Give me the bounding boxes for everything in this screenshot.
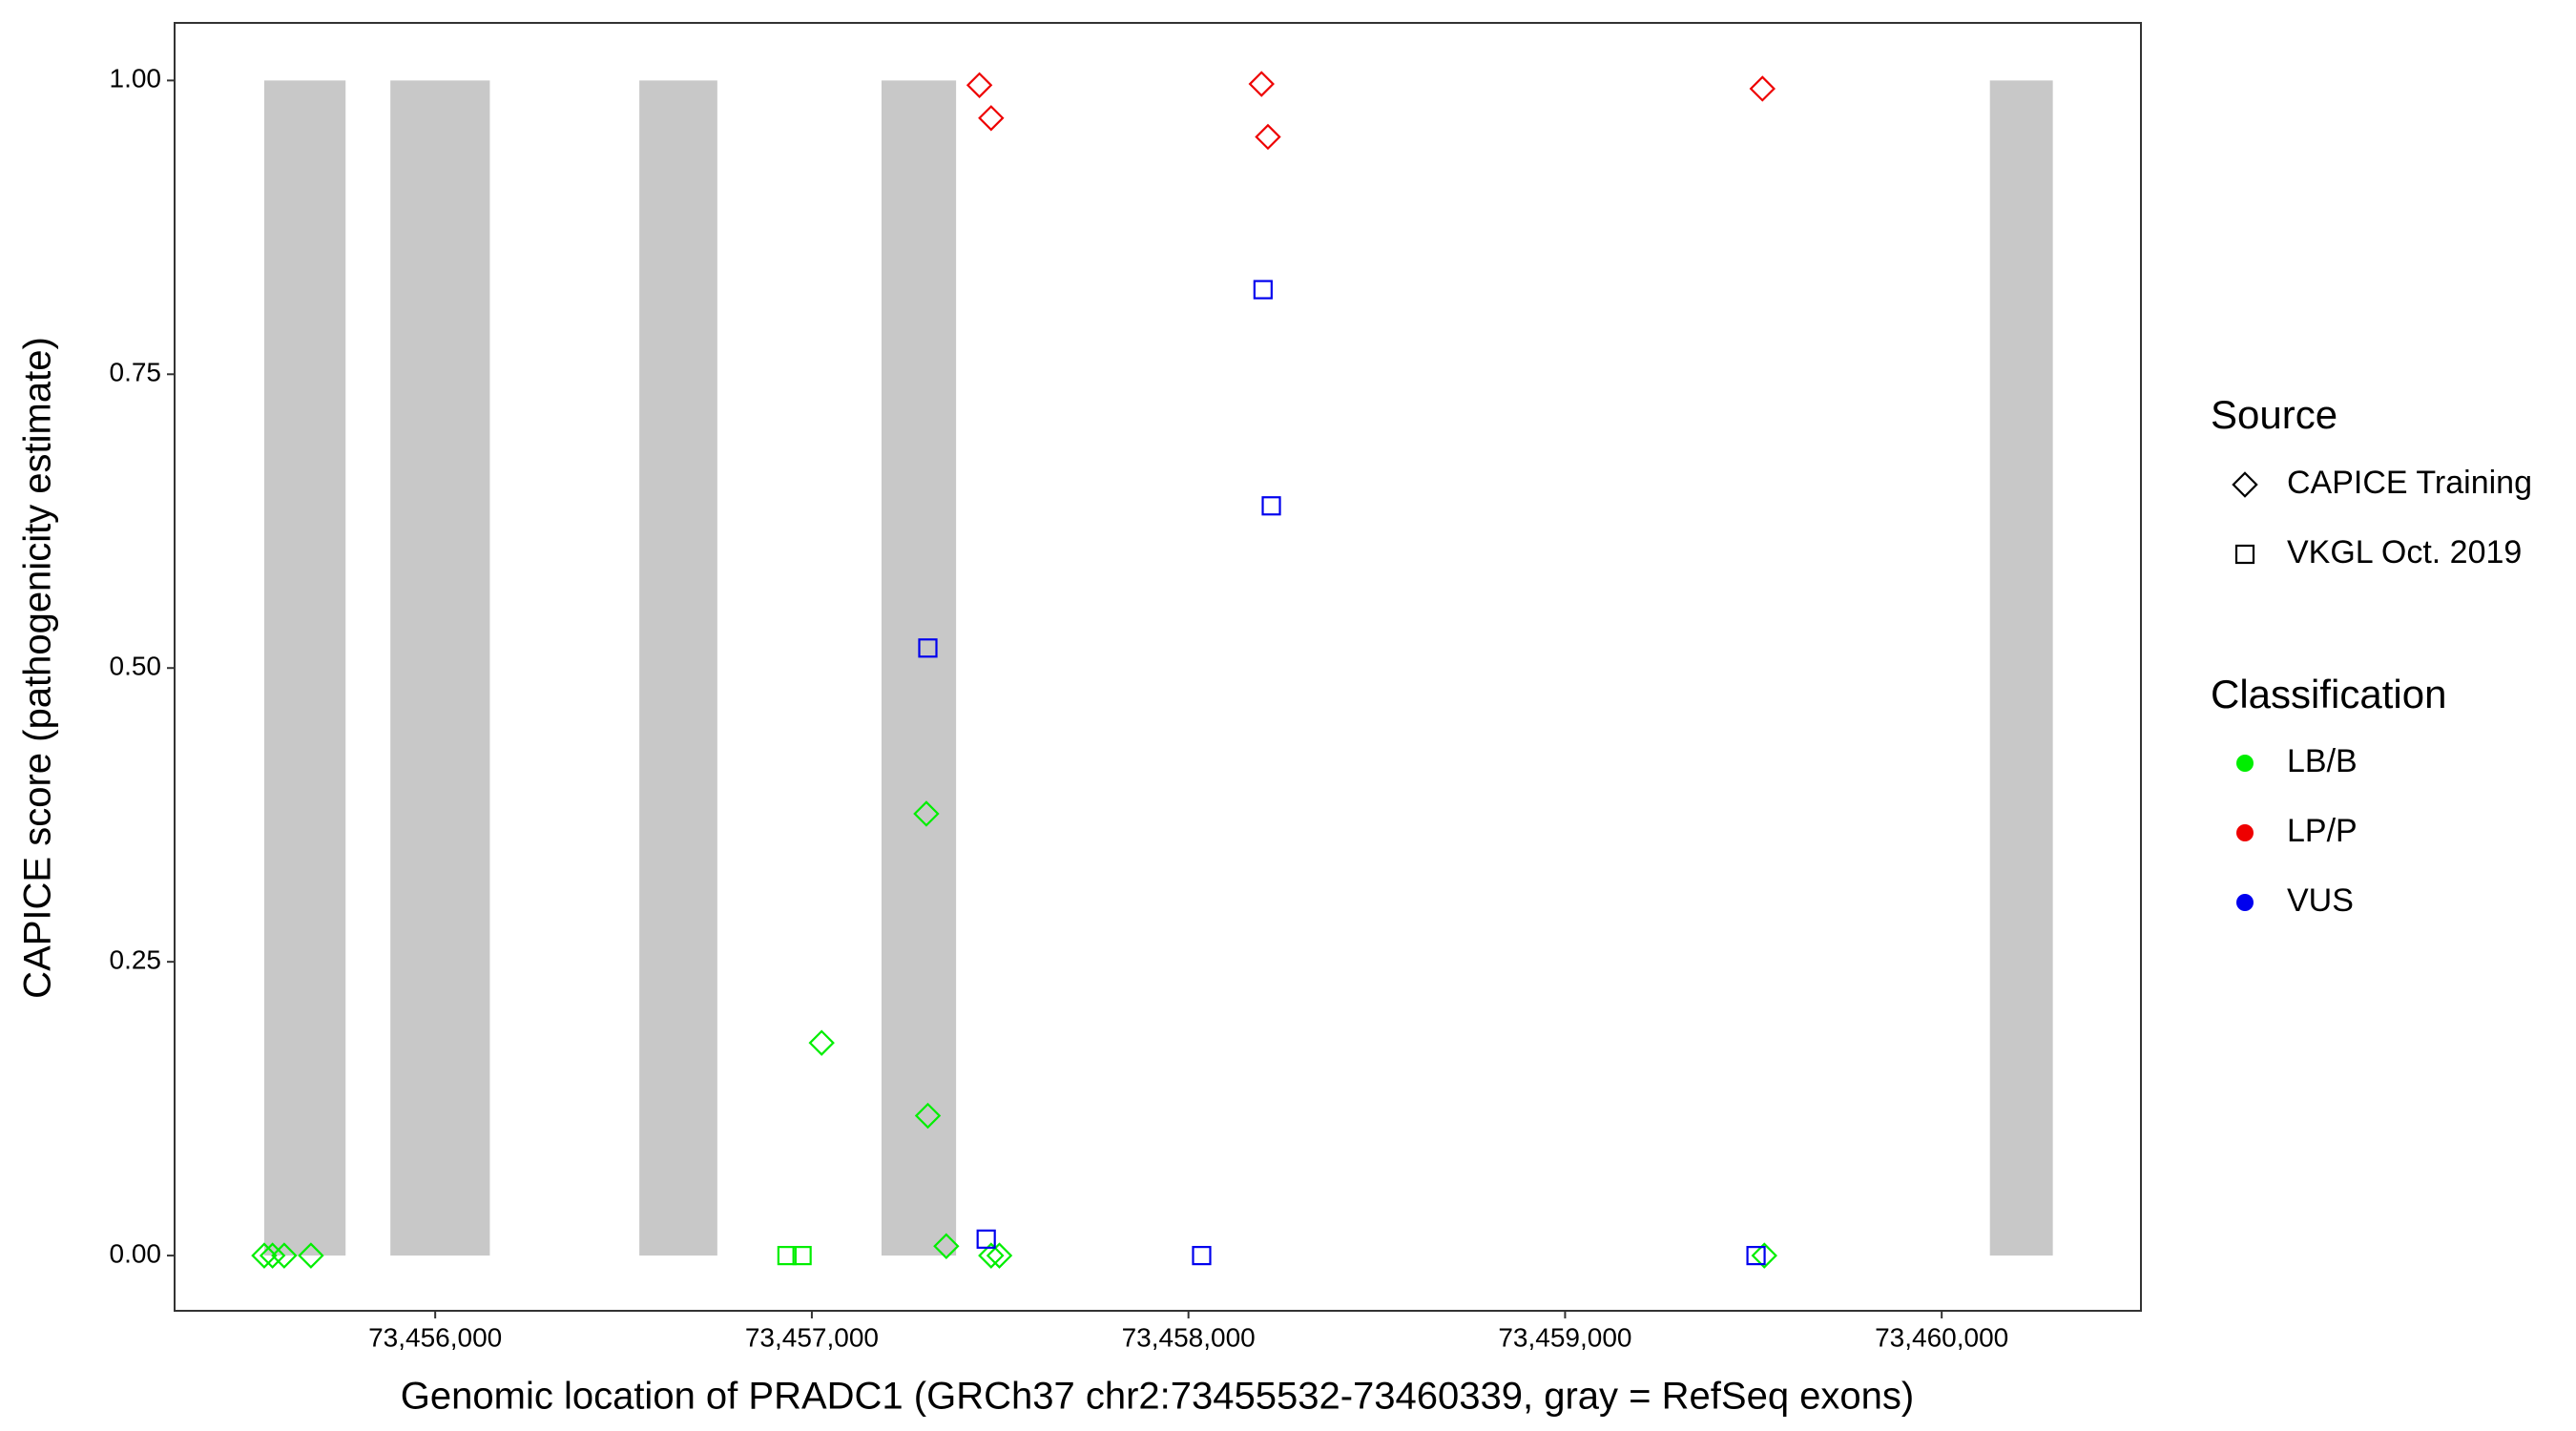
data-point: [271, 1242, 298, 1269]
data-point: [259, 1242, 286, 1269]
data-point: [913, 800, 940, 827]
legend-label: CAPICE Training: [2287, 465, 2532, 501]
legend-label: LP/P: [2287, 813, 2358, 849]
data-point: [1253, 280, 1273, 300]
data-point: [933, 1233, 960, 1259]
x-tick-label: 73,459,000: [1498, 1322, 1631, 1352]
exon: [881, 80, 957, 1256]
data-point: [808, 1029, 835, 1056]
data-point: [986, 1242, 1013, 1269]
legend-label: VKGL Oct. 2019: [2287, 534, 2522, 570]
y-tick-label: 0.25: [110, 945, 162, 975]
legend-symbol: [2232, 471, 2258, 498]
legend-title: Source: [2211, 392, 2337, 437]
data-point: [777, 1246, 797, 1266]
legend-symbol: [2236, 755, 2254, 772]
legend-label: VUS: [2287, 882, 2354, 919]
data-point: [792, 1246, 812, 1266]
data-point: [976, 1229, 996, 1249]
data-point: [914, 1102, 942, 1130]
exon: [1989, 80, 2053, 1256]
y-axis-title: CAPICE score (pathogenicity estimate): [17, 337, 59, 999]
plot-border: [174, 22, 2142, 1312]
data-point: [966, 72, 993, 98]
x-tick-label: 73,456,000: [368, 1322, 502, 1352]
legend-title: Classification: [2211, 672, 2446, 716]
y-tick-label: 0.50: [110, 652, 162, 681]
x-tick-label: 73,457,000: [745, 1322, 879, 1352]
data-point: [978, 105, 1005, 132]
exon: [263, 80, 346, 1256]
x-tick-label: 73,460,000: [1875, 1322, 2008, 1352]
data-point: [918, 638, 938, 658]
data-point: [1749, 75, 1776, 102]
data-point: [298, 1242, 324, 1269]
y-tick-label: 1.00: [110, 64, 162, 93]
data-point: [1192, 1246, 1212, 1266]
y-tick-label: 0.00: [110, 1238, 162, 1268]
exon: [639, 80, 717, 1256]
legend-label: LB/B: [2287, 743, 2358, 779]
data-point: [978, 1242, 1005, 1269]
data-point: [1248, 71, 1275, 97]
data-point: [1751, 1242, 1777, 1269]
data-point: [251, 1242, 278, 1269]
data-point: [1255, 123, 1281, 151]
y-tick-label: 0.75: [110, 358, 162, 387]
x-tick-label: 73,458,000: [1122, 1322, 1256, 1352]
data-point: [1261, 496, 1281, 516]
x-axis-title: Genomic location of PRADC1 (GRCh37 chr2:…: [401, 1376, 1914, 1418]
legend-symbol: [2236, 894, 2254, 911]
data-point: [1746, 1246, 1766, 1266]
legend-symbol: [2234, 544, 2255, 565]
legend-symbol: [2236, 824, 2254, 841]
exon: [390, 80, 490, 1256]
